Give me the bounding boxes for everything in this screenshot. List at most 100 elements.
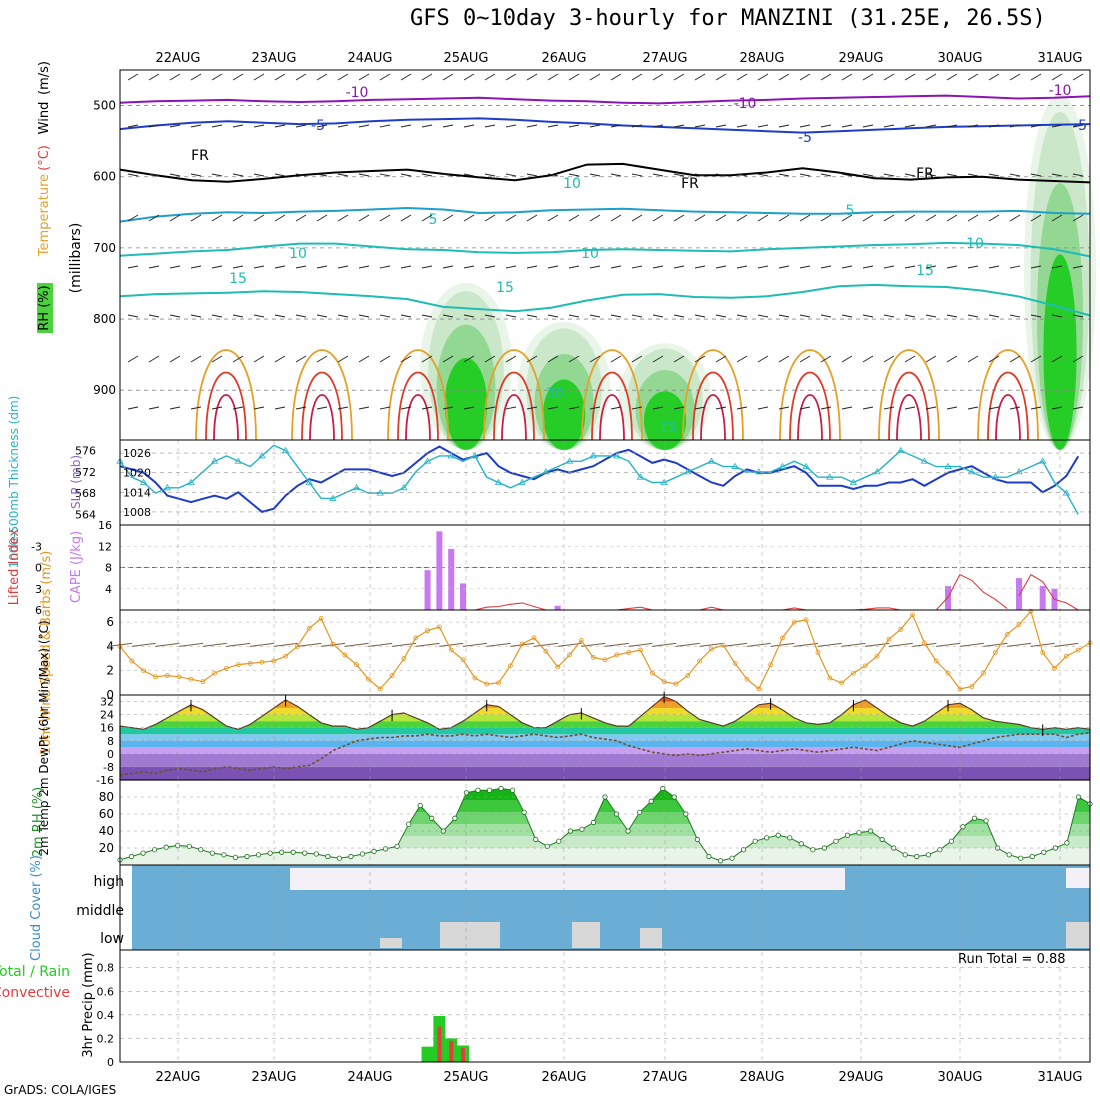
- pressure-tick-900: 900: [93, 383, 116, 397]
- thickness-marker-6: [187, 478, 195, 485]
- wind-barb-3-6: [253, 214, 265, 222]
- wind-barb-2-7: [274, 173, 286, 177]
- wind-barb-0-26: [673, 73, 685, 81]
- contour-label-0: -10: [346, 85, 369, 101]
- bottom-date-22AUG: 22AUG: [155, 1070, 200, 1085]
- wind-barb-3-26: [673, 214, 685, 222]
- isotherm-2: [119, 162, 1091, 184]
- wind-barb-4-25: [652, 265, 664, 269]
- wind-barb-0-45: [1072, 73, 1084, 81]
- wind-speed-point-43: [626, 650, 632, 655]
- wind-barb-7-43: [1030, 406, 1042, 410]
- rh-point-47: [660, 785, 666, 792]
- cloud-level-low: low: [100, 931, 124, 947]
- wind-barb-3-14: [421, 214, 433, 222]
- rh-point-38: [556, 838, 562, 844]
- wind-barb-5-17: [484, 314, 496, 318]
- wind-barb-6-18: [505, 355, 517, 363]
- wind-speed-point-65: [886, 636, 892, 642]
- rh-point-15: [290, 849, 296, 855]
- wind-barb-5-18: [505, 314, 517, 318]
- wind-barb-5-1: [148, 314, 160, 318]
- pressure-tick-600: 600: [93, 170, 116, 184]
- warm-contour-6-0: [779, 349, 841, 441]
- wind-barb-7-22: [589, 406, 601, 410]
- thickness-tick-564: 564: [75, 508, 96, 521]
- cape-tick-4: 4: [105, 583, 112, 596]
- wind-barb-3-5: [232, 214, 244, 222]
- temp-band-4: [120, 734, 1090, 741]
- warm-contour-5-2: [700, 394, 726, 441]
- wind-speed-point-28: [448, 647, 454, 653]
- wind-barb-2-25: [652, 173, 664, 177]
- contour-label-13: 10: [966, 236, 984, 252]
- temp-tick-16: 16: [100, 722, 114, 735]
- wind-barb-1-43: [1030, 124, 1042, 128]
- rh-point-59: [798, 841, 804, 847]
- wind-barb-4-35: [862, 265, 874, 269]
- warm-contour-8-1: [987, 371, 1029, 441]
- temp-ylabel: 2m Temp 2m DewPt (6hr Min/Max) (°C): [37, 620, 51, 855]
- wind-speed-point-51: [720, 642, 726, 648]
- wind-barb-3-25: [652, 214, 664, 222]
- wind-barb-7-25: [652, 406, 664, 410]
- rh-point-5: [175, 842, 181, 849]
- wind-barb-0-32: [799, 73, 811, 81]
- precip-tick-0: 0: [107, 1056, 114, 1069]
- wind-barb10-16: [297, 642, 322, 647]
- precip-conv-bar-3: [461, 1047, 466, 1062]
- wind-barb-7-39: [946, 406, 958, 410]
- wind-barb-7-16: [463, 406, 475, 410]
- wind-barb10-44: [628, 642, 653, 647]
- temp-band-0: [120, 766, 1090, 780]
- wind-barb10-10: [226, 642, 251, 647]
- wind-barb10-50: [699, 642, 724, 647]
- top-date-27AUG: 27AUG: [642, 51, 687, 66]
- warm-contour-1-0: [291, 349, 353, 441]
- rh-outline: [119, 787, 1091, 866]
- wind-barb-3-27: [694, 214, 706, 222]
- wind-barb-2-45: [1072, 173, 1084, 177]
- cape-bar-4: [554, 605, 561, 610]
- rh2m-panel: 80 60 40 20: [99, 785, 1093, 866]
- wind-speed-point-75: [1004, 631, 1010, 637]
- rh-point-8: [209, 850, 215, 856]
- wind-speed-point-8: [212, 670, 218, 676]
- wind-barb-1-5: [232, 124, 244, 128]
- wind-barb-7-44: [1051, 406, 1063, 410]
- wind-barb10-36: [533, 642, 558, 647]
- wind-barb-7-10: [337, 406, 349, 410]
- thickness-marker-14: [281, 446, 290, 454]
- wind-barb-1-45: [1072, 124, 1084, 128]
- wind-barb-4-38: [925, 265, 937, 269]
- wind-barb-6-33: [820, 355, 832, 363]
- rh-point-80: [1041, 849, 1047, 855]
- wind-barb-7-32: [799, 406, 811, 410]
- wind-speed-point-18: [330, 641, 336, 647]
- wind-barb-5-26: [673, 314, 685, 318]
- wind-barb-6-39: [946, 355, 958, 363]
- wind-speed-point-57: [791, 619, 797, 625]
- wind-barb-4-18: [505, 265, 517, 269]
- wind-barb-6-19: [526, 355, 538, 363]
- wind-barb-0-1: [148, 73, 160, 81]
- wind-barb-4-0: [127, 265, 139, 269]
- wind-barb-5-35: [862, 314, 874, 318]
- wind-barb-7-6: [253, 406, 265, 410]
- wind-barb-5-13: [400, 314, 412, 318]
- rh-point-51: [706, 853, 712, 860]
- warm-contour-3-1: [493, 371, 535, 441]
- thickness-marker-76: [1015, 468, 1023, 475]
- wind-barb-4-32: [799, 265, 811, 269]
- wind-barb-0-12: [379, 73, 391, 81]
- wind-barb10-20: [344, 642, 369, 647]
- wind-barb-2-40: [967, 173, 979, 177]
- wind-barb-5-27: [694, 314, 706, 318]
- wind-barb-6-5: [232, 355, 244, 363]
- wind-barb-5-6: [253, 314, 265, 318]
- wind-barb-4-12: [379, 265, 391, 269]
- wind-barb-2-42: [1009, 173, 1021, 177]
- rh-point-1: [128, 853, 135, 860]
- wind-barb-7-30: [757, 406, 769, 410]
